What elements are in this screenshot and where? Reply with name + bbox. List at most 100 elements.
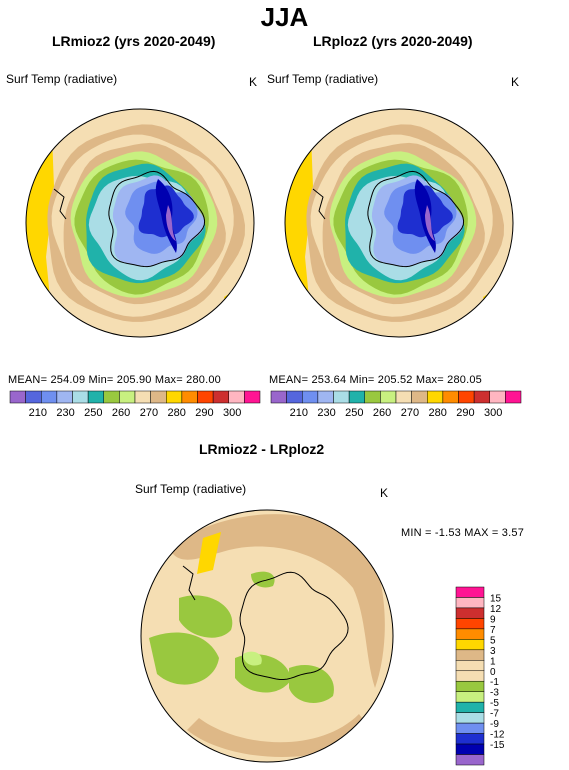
colorbar-box xyxy=(9,390,26,404)
colorbar-tick-label: 250 xyxy=(84,407,102,419)
colorbar-box xyxy=(212,390,229,404)
colorbar-box xyxy=(380,390,397,404)
colorbar-box xyxy=(87,390,104,404)
diff-title: LRmioz2 - LRploz2 xyxy=(199,441,325,457)
diff-colorbar-label: 12 xyxy=(490,604,502,615)
colorbar-box xyxy=(72,390,89,404)
diff-colorbar-label: -12 xyxy=(490,730,505,741)
map-boundary xyxy=(284,108,514,338)
colorbar-tick-label: 300 xyxy=(223,407,241,419)
colorbar-tick-label: 300 xyxy=(484,407,502,419)
panel2-variable-label: Surf Temp (radiative) xyxy=(267,72,379,86)
diff-colorbar-box xyxy=(455,722,485,734)
colorbar-box xyxy=(244,390,261,404)
colorbar-tick-label: 290 xyxy=(456,407,474,419)
south-america-tip xyxy=(312,188,326,220)
diff-colorbar-box xyxy=(455,691,485,703)
panel1-colorbar: 210 230 250 260 270 280 290 300 xyxy=(9,390,261,419)
colorbar-box xyxy=(103,390,120,404)
colorbar-tick-label: 210 xyxy=(290,407,308,419)
diff-colorbar-label: 0 xyxy=(490,667,496,678)
panel1-map xyxy=(25,108,255,338)
diff-colorbar-box xyxy=(455,754,485,766)
colorbar-tick-label: 270 xyxy=(401,407,419,419)
diff-map-boundary xyxy=(140,509,394,763)
diff-neg-patch-2 xyxy=(149,632,219,685)
diff-colorbar-label: -3 xyxy=(490,688,499,699)
diff-colorbar-label: 5 xyxy=(490,635,496,646)
colorbar-box xyxy=(286,390,303,404)
diff-colorbar-box xyxy=(455,680,485,692)
diff-colorbar-label: 9 xyxy=(490,614,496,625)
colorbar-box xyxy=(302,390,319,404)
plateau-coldest xyxy=(425,205,435,241)
diff-yellow-patch xyxy=(197,532,221,574)
diff-colorbar-label: 7 xyxy=(490,625,496,636)
diff-neg-patch-1 xyxy=(179,595,233,638)
colorbar-tick-label: 260 xyxy=(373,407,391,419)
colorbar-tick-label: 270 xyxy=(140,407,158,419)
colorbar-box xyxy=(197,390,214,404)
diff-colorbar-label: 15 xyxy=(490,593,502,604)
diff-colorbar-box xyxy=(455,743,485,755)
panel2-map xyxy=(284,108,514,338)
panel2-title: LRploz2 (yrs 2020-2049) xyxy=(313,33,473,49)
colorbar-box xyxy=(442,390,459,404)
diff-colorbar-box xyxy=(455,670,485,682)
diff-units-label: K xyxy=(380,486,389,500)
colorbar-box xyxy=(134,390,151,404)
colorbar-tick-label: 250 xyxy=(345,407,363,419)
page-title: JJA xyxy=(260,2,309,32)
colorbar-box xyxy=(166,390,183,404)
colorbar-box xyxy=(56,390,73,404)
diff-colorbar-box xyxy=(455,607,485,619)
diff-colorbar-label: -5 xyxy=(490,698,499,709)
colorbar-box xyxy=(458,390,475,404)
colorbar-box xyxy=(473,390,490,404)
diff-colorbar-box xyxy=(455,586,485,598)
diff-colorbar-box xyxy=(455,628,485,640)
colorbar-box xyxy=(364,390,381,404)
colorbar-box xyxy=(41,390,58,404)
panel1-variable-label: Surf Temp (radiative) xyxy=(6,72,118,86)
colorbar-box xyxy=(489,390,506,404)
diff-variable-label: Surf Temp (radiative) xyxy=(135,482,247,496)
colorbar-box xyxy=(411,390,428,404)
map-fill-group xyxy=(26,109,254,337)
colorbar-box xyxy=(505,390,522,404)
diff-colorbar-box xyxy=(455,649,485,661)
diff-colorbar-box xyxy=(455,597,485,609)
colorbar-box xyxy=(181,390,198,404)
colorbar-tick-label: 290 xyxy=(195,407,213,419)
diff-colorbar-label: -7 xyxy=(490,709,499,720)
diff-colorbar-label: -15 xyxy=(490,740,505,751)
colorbar-box xyxy=(395,390,412,404)
diff-colorbar-box xyxy=(455,660,485,672)
diff-colorbar-box xyxy=(455,639,485,651)
colorbar-tick-label: 260 xyxy=(112,407,130,419)
diff-colorbar-label: 1 xyxy=(490,656,496,667)
diff-colorbar-box xyxy=(455,733,485,745)
diff-stats: MIN = -1.53 MAX = 3.57 xyxy=(401,527,525,539)
colorbar-box xyxy=(228,390,245,404)
colorbar-box xyxy=(333,390,350,404)
panel2-colorbar: 210 230 250 260 270 280 290 300 xyxy=(270,390,522,419)
diff-coastline xyxy=(239,571,349,680)
diff-colorbar-label: 3 xyxy=(490,646,496,657)
south-america-tip xyxy=(53,188,67,220)
colorbar-box xyxy=(270,390,287,404)
diff-colorbar-box xyxy=(455,701,485,713)
coastline xyxy=(108,170,206,268)
plateau-coldest xyxy=(166,205,176,241)
diff-fill-group xyxy=(141,510,393,762)
coastline xyxy=(367,170,465,268)
map-fill-group xyxy=(285,109,513,337)
diff-neg-patch-light xyxy=(243,651,262,666)
map-boundary xyxy=(25,108,255,338)
colorbar-box xyxy=(317,390,334,404)
colorbar-tick-label: 230 xyxy=(317,407,335,419)
colorbar-box xyxy=(119,390,136,404)
panel2-stats: MEAN= 253.64 Min= 205.52 Max= 280.05 xyxy=(269,374,482,386)
diff-map xyxy=(140,509,394,763)
